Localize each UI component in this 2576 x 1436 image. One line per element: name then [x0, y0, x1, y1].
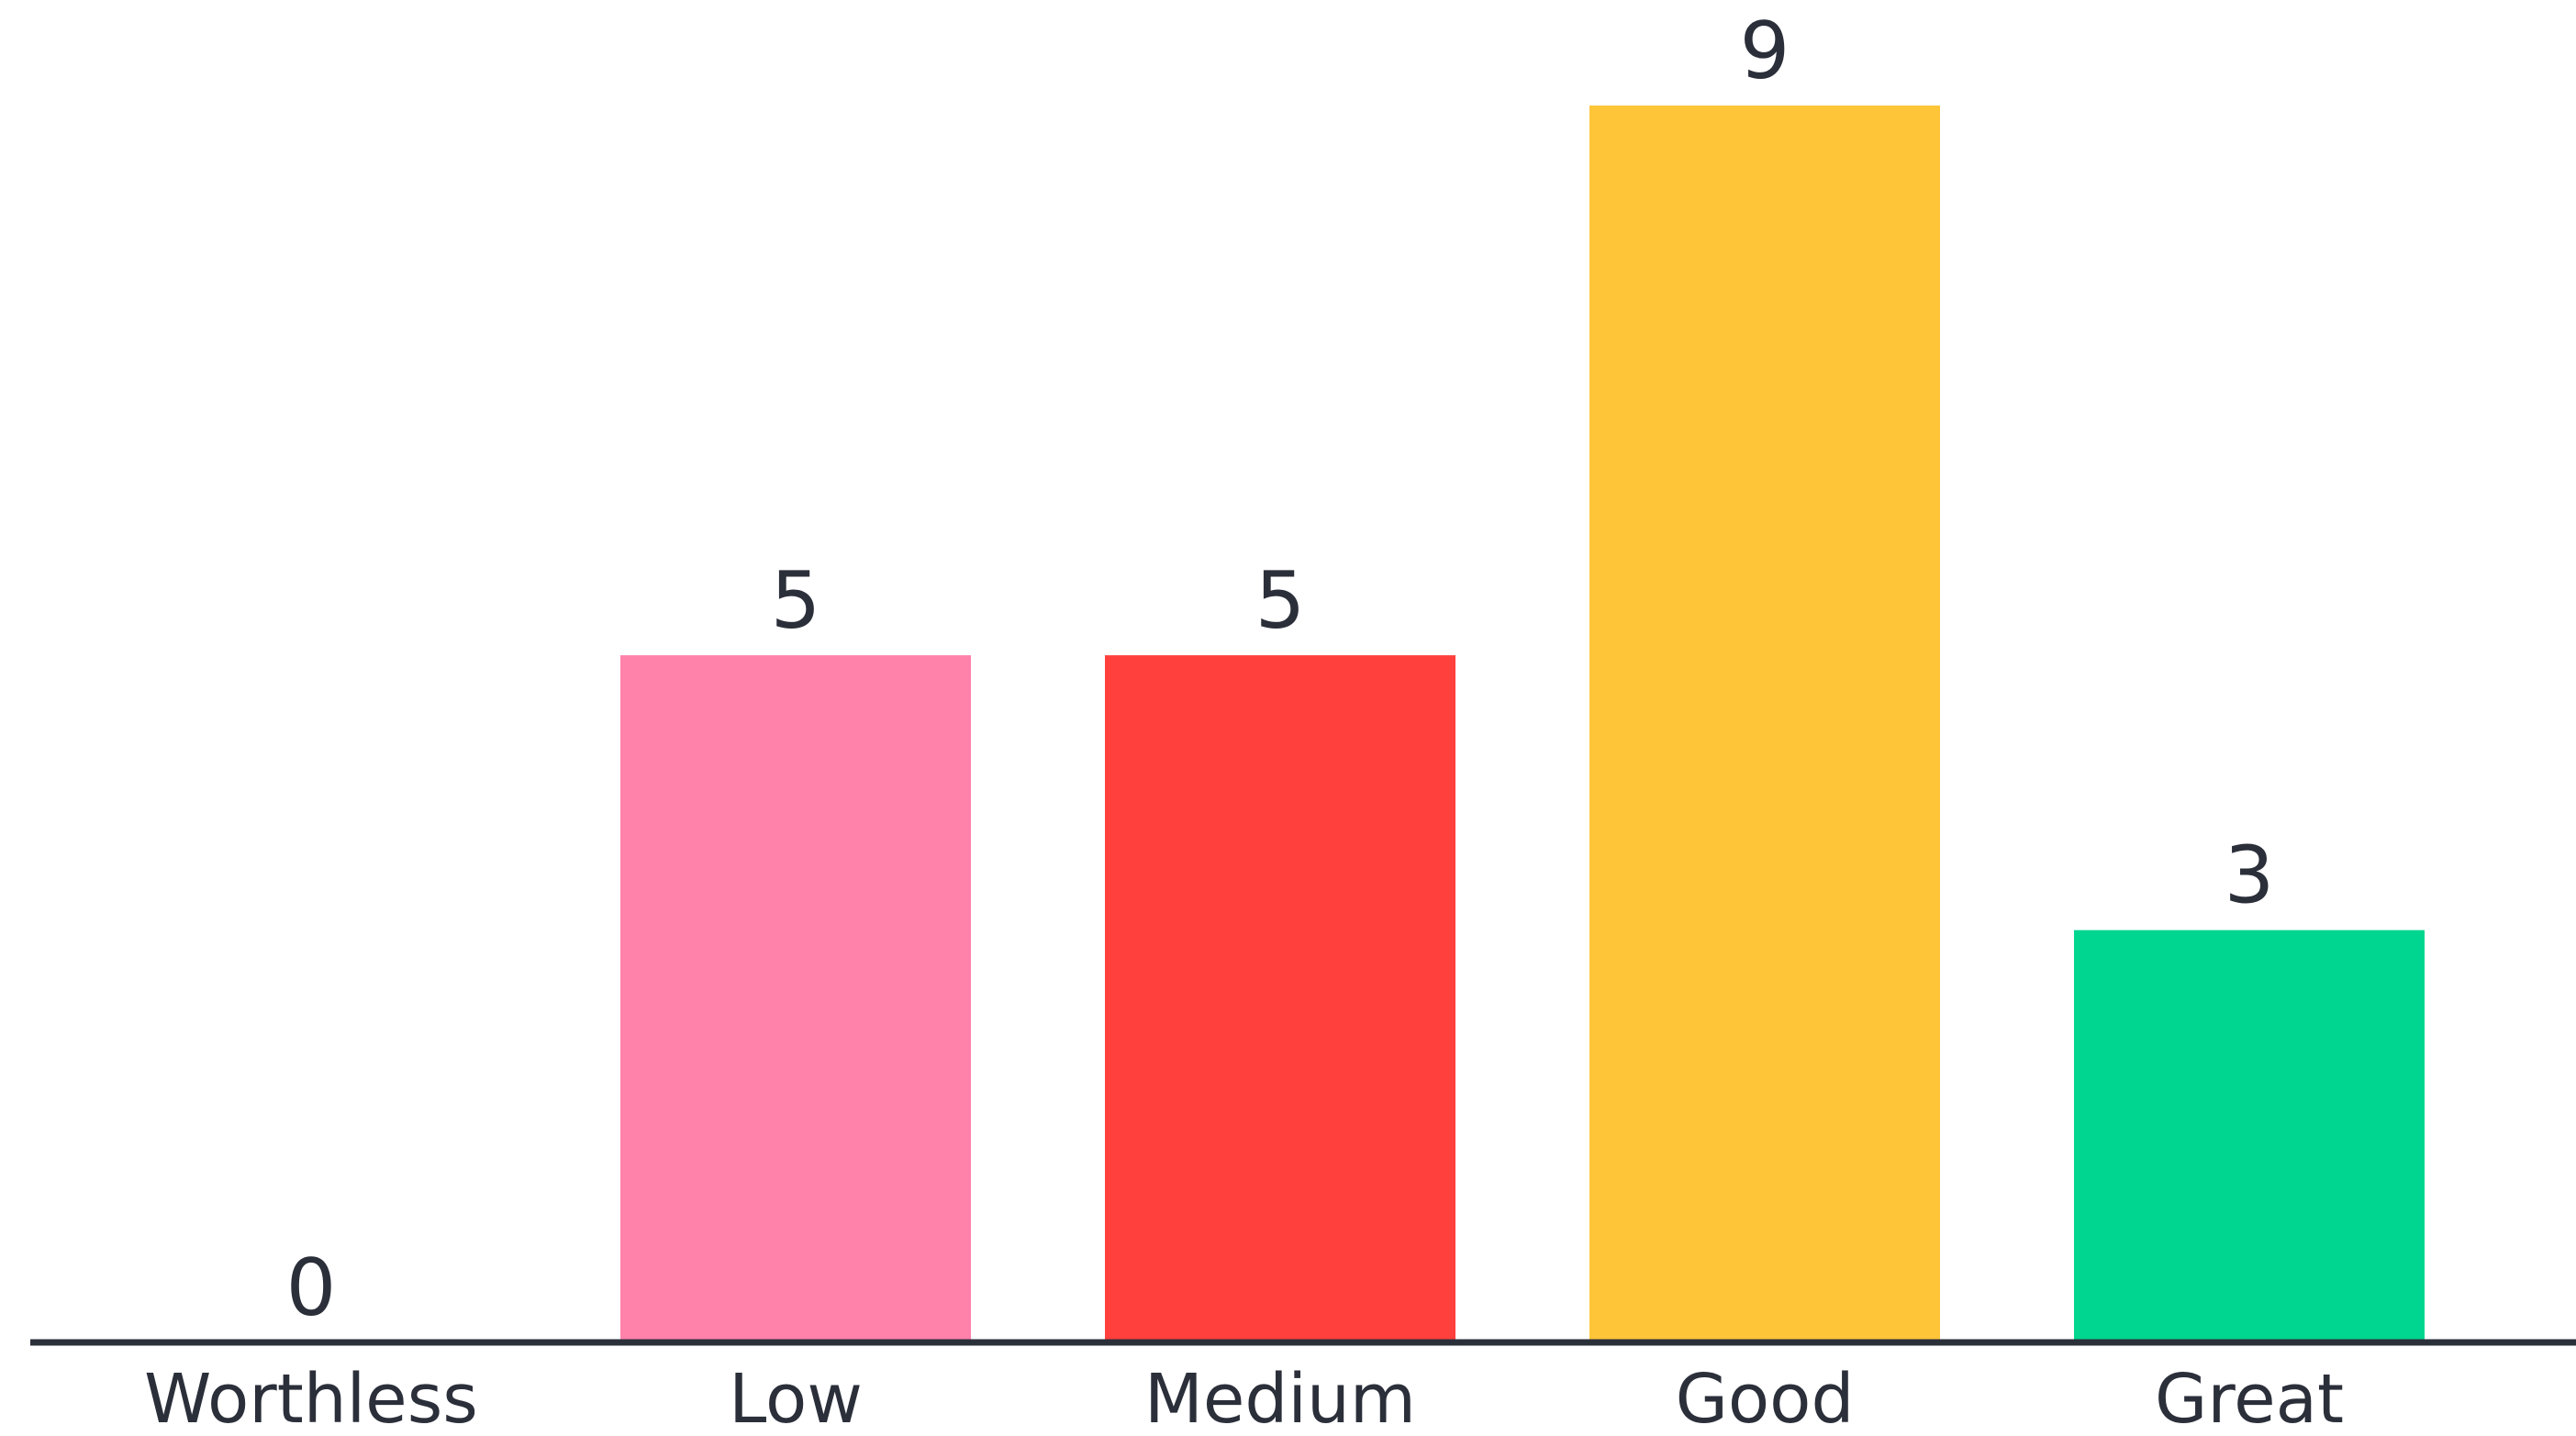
- x-tick-label-great: Great: [2155, 1360, 2344, 1436]
- bar-low: [620, 655, 971, 1342]
- bar-medium: [1105, 655, 1455, 1342]
- x-tick-label-medium: Medium: [1144, 1360, 1416, 1436]
- x-tick-label-low: Low: [729, 1360, 863, 1436]
- x-tick-label-worthless: Worthless: [144, 1360, 478, 1436]
- bars-group: [620, 106, 2425, 1342]
- bar-great: [2074, 930, 2425, 1342]
- value-label-good: 9: [1740, 6, 1790, 97]
- x-tick-label-good: Good: [1676, 1360, 1855, 1436]
- value-label-low: 5: [771, 555, 821, 647]
- bar-good: [1589, 106, 1940, 1342]
- value-label-worthless: 0: [286, 1242, 337, 1334]
- value-label-great: 3: [2225, 830, 2275, 922]
- value-label-medium: 5: [1255, 555, 1306, 647]
- value-labels-group: 0 5 5 9 3: [286, 6, 2275, 1334]
- x-tick-labels-group: Worthless Low Medium Good Great: [144, 1360, 2344, 1436]
